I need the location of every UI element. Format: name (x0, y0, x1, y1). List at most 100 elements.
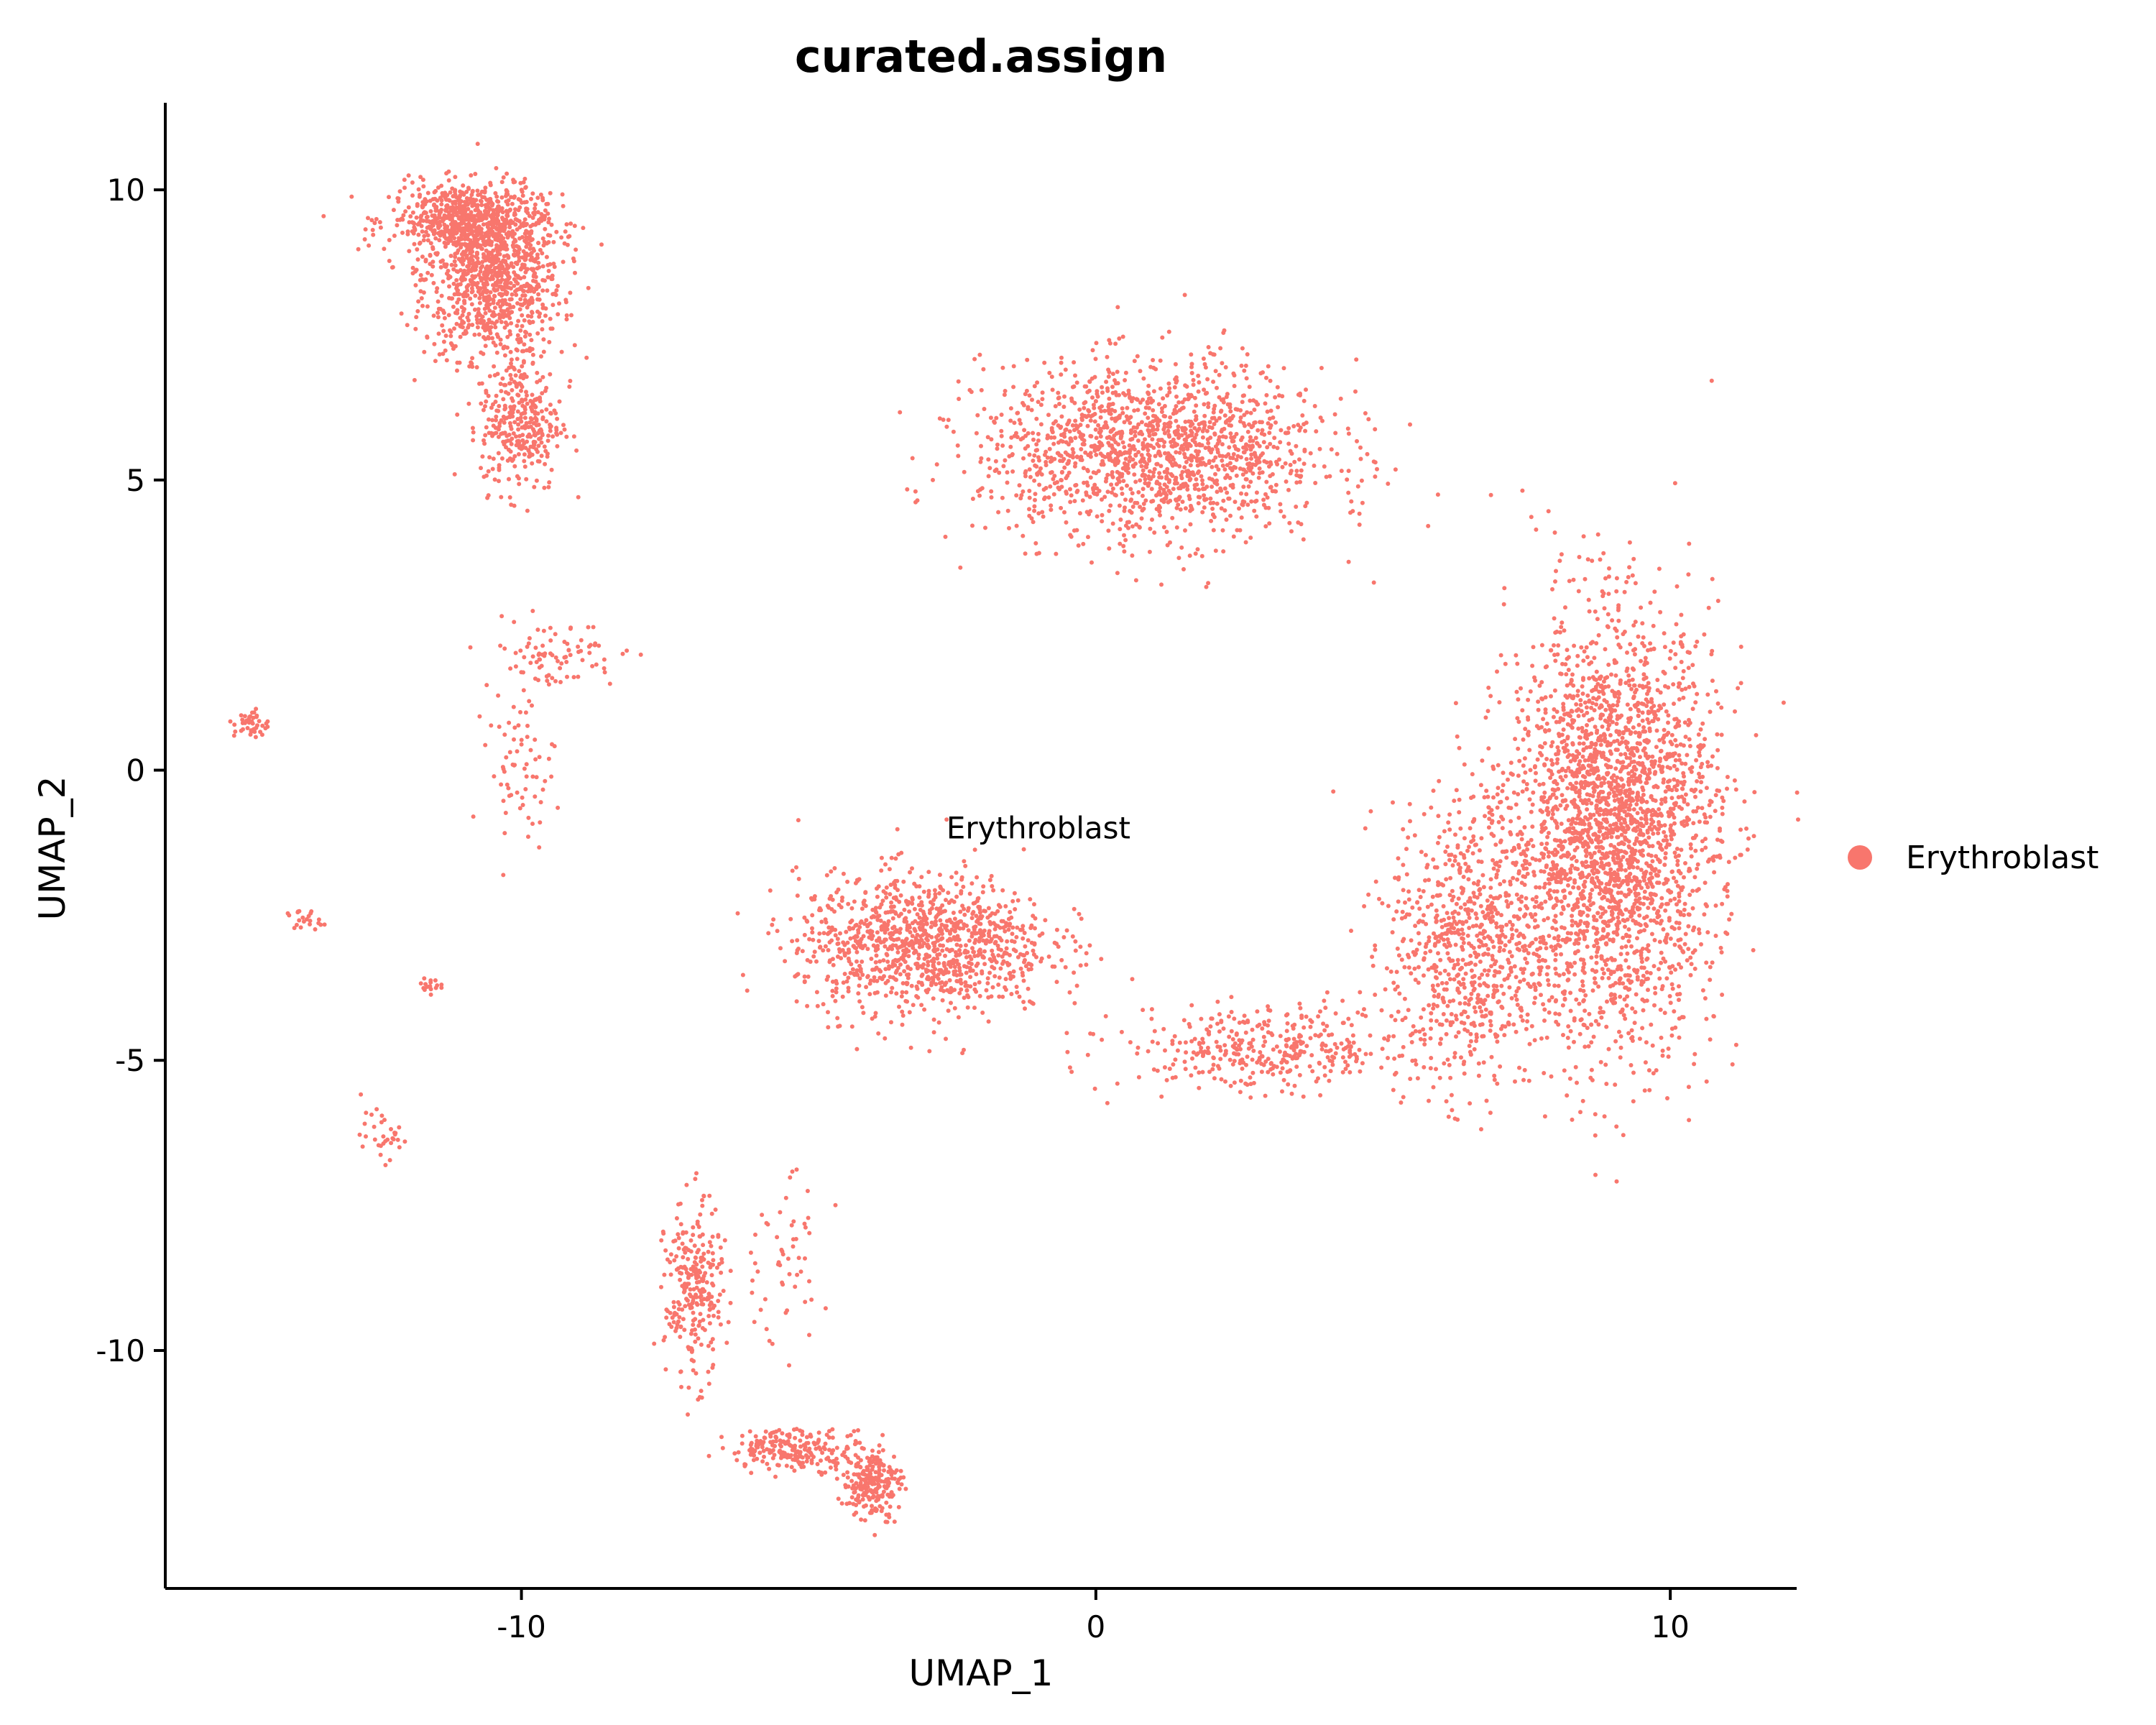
data-point (497, 479, 501, 484)
data-point (260, 723, 265, 728)
data-point (1542, 1018, 1547, 1023)
data-point (469, 302, 474, 307)
data-point (1034, 551, 1039, 556)
data-point (1238, 419, 1243, 424)
data-point (545, 211, 550, 216)
data-point (524, 244, 529, 249)
data-point (1192, 409, 1197, 414)
data-point (539, 440, 544, 445)
data-point (1267, 521, 1272, 526)
data-point (1357, 523, 1362, 527)
data-point (497, 316, 502, 321)
data-point (500, 376, 505, 381)
data-point (529, 338, 534, 343)
data-point (1495, 669, 1499, 674)
data-point (484, 276, 489, 281)
data-point (1491, 795, 1496, 800)
data-point (382, 1118, 387, 1123)
data-point (1161, 490, 1166, 495)
data-point (1123, 456, 1128, 461)
data-point (533, 405, 538, 410)
data-point (1601, 679, 1606, 684)
data-point (1674, 743, 1680, 748)
data-point (1386, 482, 1391, 486)
data-point (1138, 478, 1143, 483)
data-point (486, 254, 491, 259)
data-point (1618, 681, 1623, 686)
data-point (540, 391, 545, 396)
data-point (1257, 471, 1262, 476)
data-point (1701, 743, 1706, 748)
data-point (541, 628, 546, 633)
data-point (507, 297, 512, 302)
data-point (1081, 466, 1086, 471)
chart-title: curated.assign (795, 30, 1167, 83)
data-point (545, 233, 550, 238)
data-point (1158, 386, 1163, 391)
data-point (1117, 503, 1122, 508)
data-point (1115, 369, 1120, 374)
data-point (1027, 393, 1032, 398)
data-point (552, 744, 557, 749)
data-point (1682, 901, 1687, 906)
data-point (420, 254, 425, 259)
data-point (620, 651, 625, 656)
data-point (528, 424, 533, 429)
data-point (542, 444, 547, 449)
data-point (507, 225, 512, 230)
data-point (1227, 445, 1232, 450)
data-point (1358, 456, 1363, 461)
data-point (497, 466, 502, 470)
data-point (1587, 718, 1592, 723)
data-point (571, 259, 576, 264)
data-point (439, 985, 444, 990)
data-point (402, 178, 407, 183)
data-point (362, 1121, 367, 1126)
data-point (1597, 891, 1602, 896)
data-point (427, 224, 432, 229)
data-point (1118, 541, 1123, 546)
data-point (1159, 438, 1164, 442)
data-point (1183, 506, 1188, 511)
data-point (1127, 451, 1132, 456)
data-point (1036, 438, 1041, 443)
data-point (1211, 500, 1216, 505)
data-point (1686, 924, 1691, 929)
data-point (1166, 500, 1171, 505)
data-point (245, 726, 250, 730)
data-point (420, 200, 425, 205)
data-point (1183, 419, 1188, 424)
data-point (638, 652, 643, 657)
data-point (1501, 602, 1506, 607)
data-point (1130, 524, 1135, 529)
data-point (910, 456, 915, 461)
data-point (431, 280, 436, 285)
data-point (533, 794, 538, 799)
data-point (1624, 1003, 1629, 1008)
data-point (1133, 578, 1138, 583)
data-point (1526, 1078, 1531, 1083)
data-point (501, 873, 506, 878)
data-point (436, 310, 441, 316)
data-point (1035, 472, 1040, 477)
data-point (376, 1143, 381, 1148)
data-point (548, 372, 553, 377)
data-point (524, 206, 529, 211)
data-point (1139, 516, 1144, 521)
data-point (503, 439, 508, 444)
data-point (538, 216, 543, 221)
data-point (417, 194, 422, 199)
data-point (913, 489, 918, 494)
data-point (579, 638, 584, 643)
data-point (1159, 498, 1164, 503)
data-point (1033, 463, 1038, 468)
data-point (1174, 450, 1179, 455)
data-point (1593, 609, 1598, 614)
data-point (1233, 446, 1238, 451)
data-point (568, 653, 573, 658)
data-point (515, 790, 520, 795)
data-point (436, 299, 441, 304)
data-point (401, 213, 406, 218)
data-point (523, 397, 528, 402)
